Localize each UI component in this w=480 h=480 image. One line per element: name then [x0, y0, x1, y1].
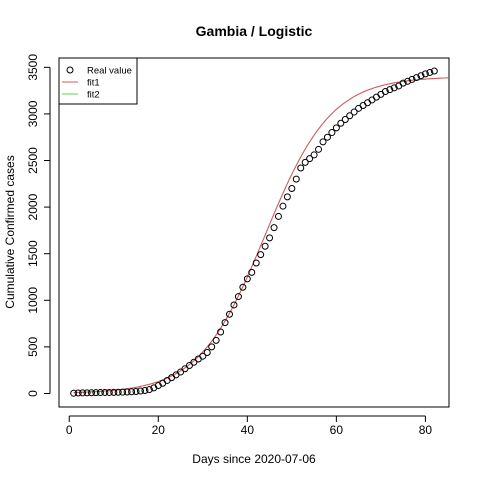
data-point — [132, 388, 140, 396]
data-point — [177, 368, 185, 376]
data-point — [119, 388, 127, 396]
legend-label-fit2: fit2 — [87, 90, 100, 101]
data-point — [248, 268, 256, 276]
data-point — [341, 116, 349, 124]
x-tick-label: 0 — [66, 423, 73, 437]
data-point — [306, 155, 314, 163]
data-point — [288, 184, 296, 192]
data-point — [92, 389, 100, 397]
plot-area-frame — [58, 57, 450, 408]
data-point — [319, 138, 327, 146]
y-axis-label: Cumulative Confirmed cases — [3, 155, 17, 308]
data-point — [221, 319, 229, 327]
data-point — [128, 388, 136, 396]
data-point — [181, 365, 189, 373]
data-point — [226, 310, 234, 318]
x-tick-label: 40 — [241, 423, 255, 437]
data-point — [337, 119, 345, 127]
data-point — [212, 336, 220, 344]
data-point — [261, 242, 269, 250]
data-point — [346, 112, 354, 120]
data-point — [301, 158, 309, 166]
data-point — [96, 389, 104, 397]
data-point — [252, 259, 260, 267]
data-point — [190, 358, 198, 366]
data-point — [270, 224, 278, 232]
x-tick-label: 60 — [330, 423, 344, 437]
data-point — [208, 343, 216, 351]
y-tick-label: 0 — [26, 390, 40, 397]
data-point — [136, 387, 144, 395]
chart-title: Gambia / Logistic — [196, 23, 313, 39]
legend-box — [58, 57, 138, 105]
data-point — [426, 68, 434, 76]
data-point — [217, 328, 225, 336]
data-point — [266, 234, 274, 242]
data-point — [381, 88, 389, 96]
data-point — [203, 348, 211, 356]
data-point — [283, 193, 291, 201]
data-point — [185, 362, 193, 370]
data-point — [399, 79, 407, 87]
legend: Real value fit1 fit2 — [58, 57, 138, 105]
data-point — [350, 108, 358, 116]
data-point — [323, 133, 331, 141]
y-tick-label: 2500 — [26, 147, 40, 174]
data-point — [297, 164, 305, 172]
data-point — [199, 352, 207, 360]
y-tick-label: 2000 — [26, 193, 40, 220]
data-point — [83, 389, 91, 397]
y-tick-label: 1500 — [26, 240, 40, 267]
legend-label-fit1: fit1 — [87, 78, 100, 89]
data-point — [279, 202, 287, 210]
data-point — [105, 388, 113, 396]
x-axis-label: Days since 2020-07-06 — [192, 452, 316, 466]
data-point — [328, 129, 336, 137]
data-point — [417, 72, 425, 80]
x-tick-label: 80 — [419, 423, 433, 437]
data-points — [70, 67, 438, 397]
legend-label-real-value: Real value — [87, 66, 132, 77]
data-point — [390, 84, 398, 92]
data-point — [386, 86, 394, 94]
fit-lines — [73, 77, 449, 394]
y-tick-label: 500 — [26, 337, 40, 357]
y-axis: 0 500 1000 1500 2000 2500 3000 3500 — [26, 54, 51, 397]
data-point — [243, 275, 251, 283]
data-point — [110, 388, 118, 396]
data-point — [292, 175, 300, 183]
data-point — [141, 387, 149, 395]
x-tick-label: 20 — [152, 423, 166, 437]
data-point — [88, 389, 95, 397]
data-point — [332, 124, 340, 132]
data-point — [239, 283, 247, 291]
data-point — [310, 151, 318, 159]
data-point — [421, 70, 429, 78]
y-tick-label: 1000 — [26, 287, 40, 314]
data-point — [408, 75, 416, 83]
data-point — [257, 251, 265, 259]
data-point — [404, 77, 412, 85]
data-point — [114, 388, 122, 396]
data-point — [315, 145, 323, 153]
data-point — [145, 386, 153, 394]
data-point — [70, 389, 78, 397]
data-point — [430, 67, 438, 75]
data-point — [101, 388, 109, 396]
y-tick-label: 3000 — [26, 100, 40, 127]
data-point — [123, 388, 131, 396]
data-point — [230, 301, 238, 309]
data-point — [234, 293, 242, 301]
data-point — [74, 389, 82, 397]
x-axis: 0 20 40 60 80 — [66, 415, 433, 437]
data-point — [79, 389, 87, 397]
fit-line-fit1 — [73, 77, 449, 394]
legend-marker-real-value — [66, 66, 74, 74]
data-point — [274, 212, 282, 220]
data-point — [413, 74, 420, 82]
y-tick-label: 3500 — [26, 54, 40, 81]
